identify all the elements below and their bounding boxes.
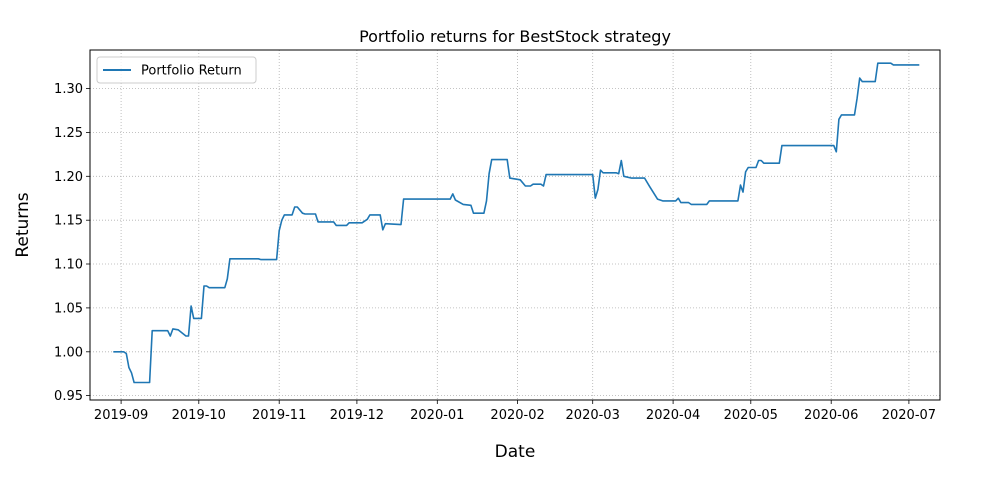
x-tick-label: 2020-04 <box>646 408 700 423</box>
legend: Portfolio Return <box>96 56 257 84</box>
legend-label-portfolio-return: Portfolio Return <box>141 64 242 79</box>
x-tick-label: 2019-11 <box>252 408 306 423</box>
series-layer <box>113 62 920 384</box>
y-tick-label: 1.20 <box>54 170 83 185</box>
y-tick-label: 1.05 <box>54 301 83 316</box>
x-axis-ticks: 2019-09 2019-10 2019-11 2019-12 2020-01 2020-… <box>94 400 936 423</box>
y-axis-ticks: 0.95 1.00 1.05 1.10 1.15 1.20 1.25 1.30 <box>54 82 90 404</box>
y-tick-label: 1.00 <box>54 345 83 360</box>
y-tick-label: 1.25 <box>54 126 83 141</box>
y-tick-label: 1.10 <box>54 258 83 273</box>
x-tick-label: 2019-12 <box>330 408 384 423</box>
x-tick-label: 2019-10 <box>172 408 226 423</box>
y-axis-label: Returns <box>13 192 33 257</box>
x-tick-label: 2020-02 <box>490 408 544 423</box>
plot-frame <box>89 49 941 401</box>
y-tick-label: 1.30 <box>54 82 83 97</box>
x-tick-label: 2020-06 <box>804 408 858 423</box>
x-tick-label: 2020-07 <box>882 408 936 423</box>
series-line-portfolio-return <box>113 62 920 384</box>
y-tick-label: 0.95 <box>54 389 83 404</box>
grid-lines <box>90 50 940 400</box>
chart-title: Portfolio returns for BestStock strategy <box>359 27 671 46</box>
x-axis-label: Date <box>495 442 536 462</box>
x-tick-label: 2020-01 <box>410 408 464 423</box>
y-tick-label: 1.15 <box>54 214 83 229</box>
x-tick-label: 2020-03 <box>566 408 620 423</box>
legend-box <box>96 56 257 84</box>
x-tick-label: 2020-05 <box>724 408 778 423</box>
x-tick-label: 2019-09 <box>94 408 148 423</box>
